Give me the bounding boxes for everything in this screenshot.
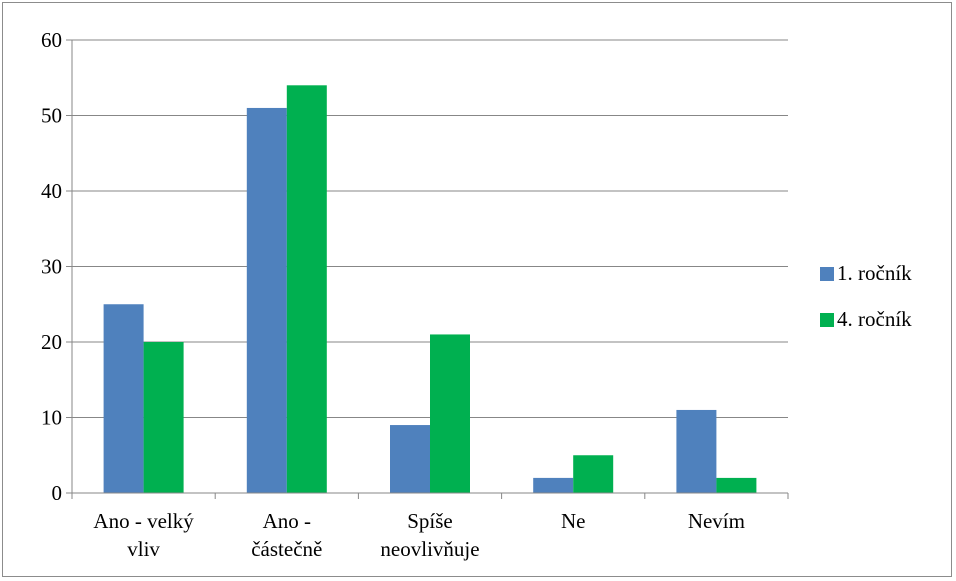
y-tick-label: 50 (41, 104, 62, 128)
x-tick-label: Spíše (407, 509, 453, 533)
bar-1-2 (246, 107, 287, 493)
y-tick-label: 30 (41, 255, 62, 279)
bar-1-4 (533, 477, 574, 493)
y-tick-label: 40 (41, 179, 62, 203)
y-tick-label: 60 (41, 28, 62, 52)
x-tick-label: částečně (251, 537, 322, 561)
x-tick-label: Ano - (263, 509, 311, 533)
axes (66, 39, 789, 499)
bar-1-1 (103, 304, 144, 493)
x-tick-label: Ne (561, 509, 586, 533)
x-tick-label: Nevím (688, 509, 745, 533)
x-tick-label: vliv (127, 537, 160, 561)
legend-label-1: 1. ročník (837, 261, 912, 285)
x-tick-labels: Ano - velký vliv Ano - částečně Spíše neovliv… (93, 509, 745, 561)
bar-1-5 (676, 409, 717, 493)
legend-swatch-1 (820, 267, 834, 281)
y-tick-labels: 0 10 20 30 40 50 60 (41, 28, 62, 505)
bar-2-1 (143, 342, 184, 493)
bar-2-2 (286, 85, 327, 494)
bar-2-4 (573, 455, 614, 493)
legend-swatch-2 (820, 313, 834, 327)
bars (103, 85, 757, 494)
y-tick-label: 10 (41, 406, 62, 430)
x-tick-label: neovlivňuje (380, 537, 479, 561)
legend: 1. ročník 4. ročník (820, 261, 912, 331)
legend-label-2: 4. ročník (837, 307, 912, 331)
y-tick-label: 0 (52, 481, 63, 505)
bar-2-3 (430, 334, 470, 493)
gridlines (72, 39, 788, 418)
bar-2-5 (716, 477, 757, 493)
bar-1-3 (390, 425, 430, 493)
y-tick-label: 20 (41, 330, 62, 354)
x-tick-label: Ano - velký (93, 509, 194, 533)
